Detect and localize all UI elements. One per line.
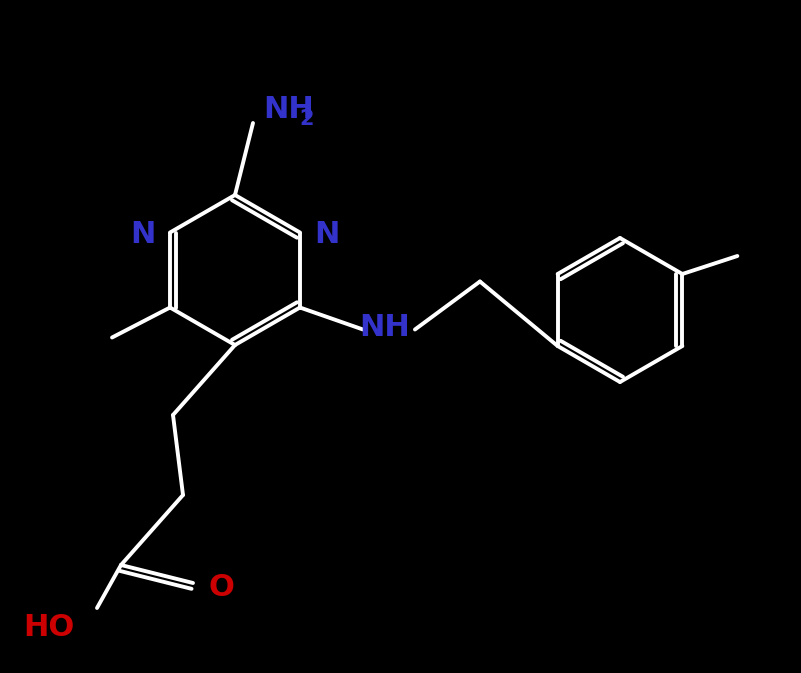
Text: O: O: [209, 573, 235, 602]
Text: NH: NH: [263, 94, 314, 124]
Text: HO: HO: [24, 614, 75, 643]
Text: 2: 2: [299, 109, 313, 129]
Text: NH: NH: [360, 313, 410, 342]
Text: N: N: [314, 220, 340, 249]
Text: N: N: [131, 220, 156, 249]
